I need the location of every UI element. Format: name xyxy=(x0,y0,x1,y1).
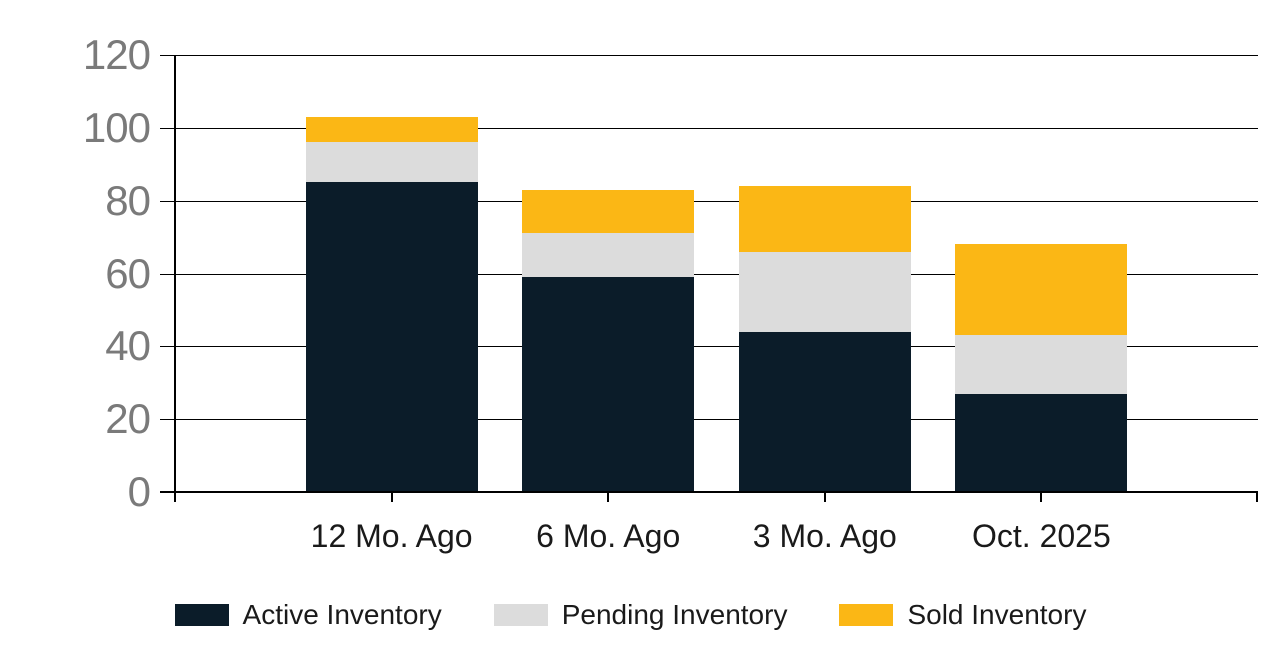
y-tick-label: 20 xyxy=(105,395,151,443)
legend-swatch-icon xyxy=(493,604,548,626)
x-axis-end-tick xyxy=(1256,492,1258,502)
gridline-y-40 xyxy=(160,346,1258,348)
x-category-label-3: 3 Mo. Ago xyxy=(752,518,897,554)
y-tick-label: 120 xyxy=(82,31,151,78)
y-tick-label: 60 xyxy=(105,249,151,297)
gridline-y-60 xyxy=(160,273,1258,275)
bar-segment-pending-inventory-2 xyxy=(522,233,695,278)
gridline-y-120 xyxy=(160,55,1258,56)
legend-swatch-icon xyxy=(839,604,894,626)
bar-segment-active-inventory-3 xyxy=(738,331,911,492)
legend-swatch-icon xyxy=(174,604,229,626)
legend-item-active-inventory: Active Inventory xyxy=(174,598,442,632)
y-tick-label: 80 xyxy=(105,176,151,224)
bar-segment-sold-inventory-1 xyxy=(305,116,478,143)
y-tick-label: 100 xyxy=(82,103,151,151)
y-axis-line xyxy=(174,55,176,502)
x-category-label-4: Oct. 2025 xyxy=(972,518,1111,554)
x-category-label-2: 6 Mo. Ago xyxy=(536,518,681,554)
x-tick-mark xyxy=(607,492,610,502)
gridline-y-100 xyxy=(160,127,1258,129)
x-tick-mark xyxy=(1040,492,1043,502)
legend-item-pending-inventory: Pending Inventory xyxy=(493,598,788,632)
bar-segment-pending-inventory-3 xyxy=(738,251,911,332)
legend-item-sold-inventory: Sold Inventory xyxy=(839,598,1086,632)
y-tick-label: 40 xyxy=(105,322,151,370)
bar-segment-sold-inventory-2 xyxy=(522,189,695,234)
chart-legend: Active Inventory Pending Inventory Sold In… xyxy=(0,598,1261,632)
gridline-y-80 xyxy=(160,200,1258,202)
x-axis-line xyxy=(160,491,1258,493)
bar-segment-active-inventory-2 xyxy=(522,277,695,492)
gridline-y-20 xyxy=(160,419,1258,421)
legend-label: Pending Inventory xyxy=(561,599,788,630)
legend-label: Sold Inventory xyxy=(907,599,1087,630)
bar-segment-pending-inventory-4 xyxy=(955,335,1128,394)
bar-segment-sold-inventory-3 xyxy=(738,186,911,252)
x-tick-mark xyxy=(390,492,393,502)
x-category-label-1: 12 Mo. Ago xyxy=(310,518,473,554)
bar-segment-active-inventory-1 xyxy=(305,182,478,492)
bar-segment-active-inventory-4 xyxy=(955,393,1128,492)
y-tick-label: 0 xyxy=(127,468,151,515)
bar-segment-sold-inventory-4 xyxy=(955,244,1128,336)
legend-label: Active Inventory xyxy=(242,599,442,630)
x-tick-mark xyxy=(823,492,826,502)
bar-segment-pending-inventory-1 xyxy=(305,142,478,183)
